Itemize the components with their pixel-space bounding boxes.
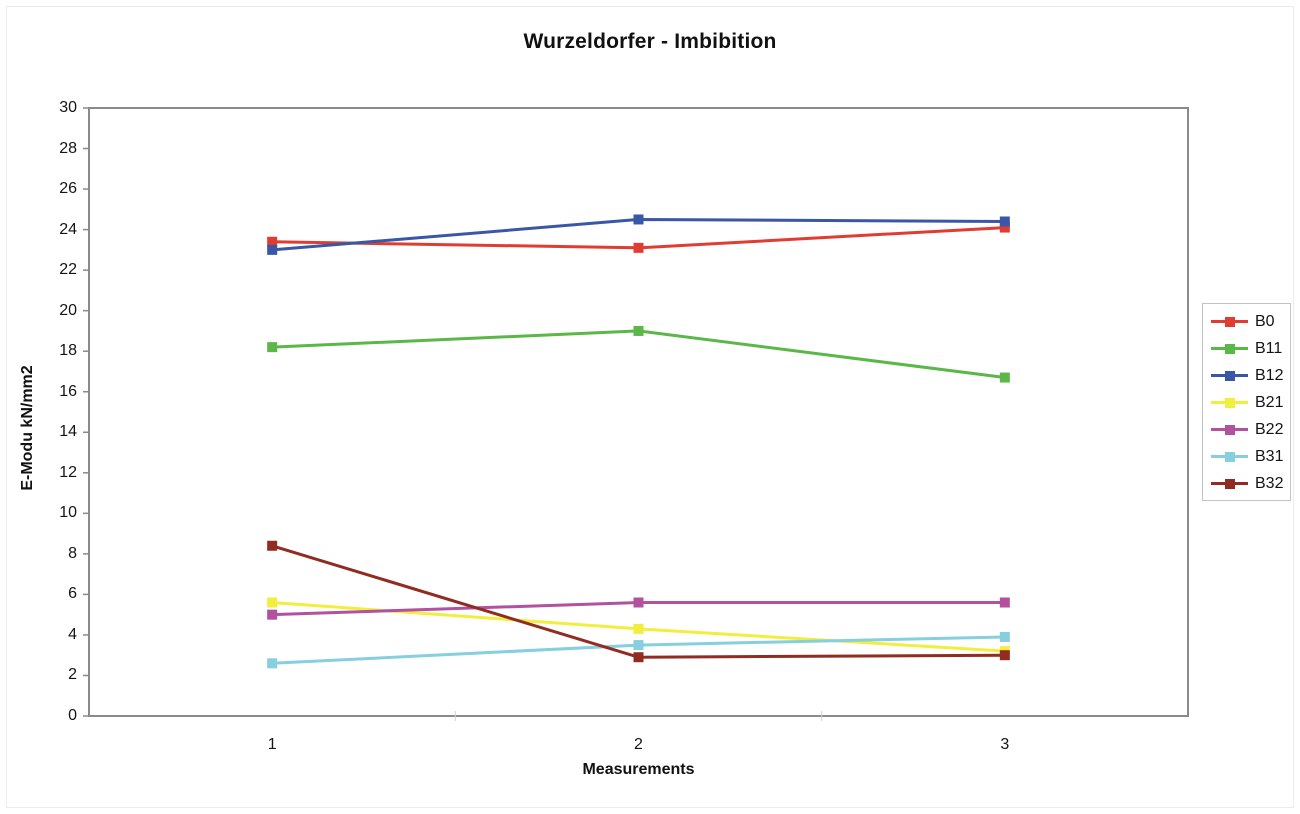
legend-entry-B21: B21 <box>1211 389 1290 416</box>
y-tick-label: 6 <box>68 585 77 603</box>
chart-title: Wurzeldorfer - Imbibition <box>523 30 777 53</box>
legend-label: B21 <box>1255 393 1284 411</box>
legend-line-icon <box>1211 343 1248 354</box>
series-marker-B11 <box>267 342 278 353</box>
legend-line-icon <box>1211 397 1248 408</box>
series-marker-B11 <box>999 372 1010 383</box>
series-marker-B22 <box>267 609 278 620</box>
legend-marker-icon <box>1225 343 1235 354</box>
series-marker-B0 <box>267 236 278 247</box>
plot-area-border <box>88 107 1189 717</box>
series-marker-B31 <box>999 631 1010 642</box>
legend-marker-icon <box>1225 316 1235 327</box>
y-tick-label: 10 <box>59 504 77 522</box>
chart-legend: B0 B11 B12 B21 B22 B31 B32 <box>1202 303 1291 501</box>
legend-line-icon <box>1211 370 1248 381</box>
y-tick-label: 12 <box>59 463 77 481</box>
legend-line-icon <box>1211 424 1248 435</box>
series-marker-B12 <box>633 214 644 225</box>
series-marker-B0 <box>633 242 644 253</box>
y-tick-label: 8 <box>68 544 77 562</box>
legend-label: B31 <box>1255 447 1284 465</box>
series-marker-B31 <box>267 658 278 669</box>
series-marker-B21 <box>267 597 278 608</box>
y-tick-label: 16 <box>59 382 77 400</box>
x-axis-title: Measurements <box>582 761 695 778</box>
series-marker-B31 <box>633 640 644 651</box>
series-marker-B11 <box>633 325 644 336</box>
series-marker-B32 <box>633 652 644 663</box>
legend-entry-B0: B0 <box>1211 308 1290 335</box>
series-marker-B32 <box>267 540 278 551</box>
y-tick-label: 18 <box>59 342 77 360</box>
y-tick-label: 28 <box>59 139 77 157</box>
legend-marker-icon <box>1225 397 1235 408</box>
series-marker-B32 <box>999 650 1010 661</box>
series-marker-B22 <box>633 597 644 608</box>
x-tick-label: 1 <box>267 736 277 753</box>
y-tick-label: 30 <box>59 99 77 116</box>
legend-marker-icon <box>1225 424 1235 435</box>
series-marker-B0 <box>999 222 1010 233</box>
legend-entry-B11: B11 <box>1211 335 1290 362</box>
legend-marker-icon <box>1225 370 1235 381</box>
x-tick-label: 3 <box>1000 736 1010 753</box>
legend-line-icon <box>1211 451 1248 462</box>
legend-entry-B12: B12 <box>1211 362 1290 389</box>
y-tick-label: 24 <box>59 220 77 238</box>
series-marker-B21 <box>633 623 644 634</box>
y-tick-label: 0 <box>68 707 77 724</box>
series-line-B11 <box>272 329 1006 380</box>
series-marker-B12 <box>999 216 1010 227</box>
legend-marker-icon <box>1225 451 1235 462</box>
legend-entry-B31: B31 <box>1211 443 1290 470</box>
legend-label: B12 <box>1255 366 1284 384</box>
y-tick-label: 14 <box>59 423 77 441</box>
y-tick-label: 20 <box>59 301 77 319</box>
legend-line-icon <box>1211 316 1248 327</box>
series-marker-B12 <box>267 244 278 255</box>
y-tick-label: 4 <box>68 625 77 643</box>
legend-label: B11 <box>1255 339 1283 357</box>
series-marker-B22 <box>999 597 1010 608</box>
legend-label: B32 <box>1255 474 1284 492</box>
legend-label: B0 <box>1255 312 1275 330</box>
y-axis-title: E-Modu kN/mm2 <box>19 365 36 491</box>
y-tick-label: 22 <box>59 261 77 279</box>
legend-label: B22 <box>1255 420 1284 438</box>
legend-entry-B22: B22 <box>1211 416 1290 443</box>
legend-entry-B32: B32 <box>1211 470 1290 497</box>
legend-marker-icon <box>1225 478 1235 489</box>
x-tick-label: 2 <box>634 736 643 753</box>
legend-line-icon <box>1211 478 1248 489</box>
y-tick-label: 2 <box>68 666 77 684</box>
y-tick-label: 26 <box>59 180 77 198</box>
